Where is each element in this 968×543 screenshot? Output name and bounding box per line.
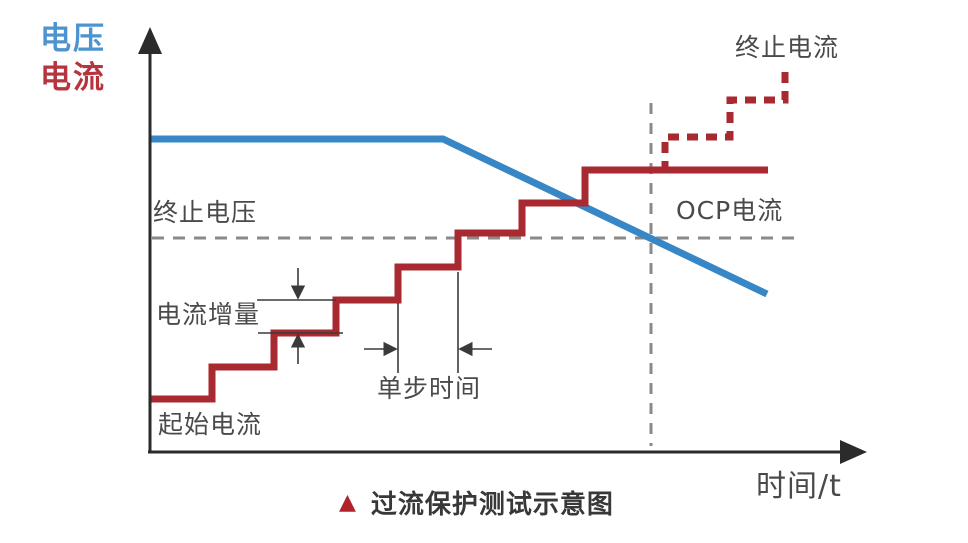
current-staircase-dashed: [661, 66, 789, 172]
end-current-label: 终止电流: [735, 33, 840, 62]
ocp-current-label: OCP电流: [676, 196, 784, 225]
start-current-label: 起始电流: [158, 410, 263, 439]
caption-text: 过流保护测试示意图: [370, 490, 614, 520]
voltage-legend-label: 电压: [40, 21, 106, 57]
caption-triangle-icon: ▲: [339, 489, 356, 515]
end-voltage-label: 终止电压: [153, 198, 258, 227]
current-legend-label: 电流: [40, 60, 106, 96]
step-time-label: 单步时间: [377, 374, 482, 403]
current-staircase: [150, 166, 768, 403]
x-axis-label: 时间/t: [756, 469, 842, 504]
step-time-dimension: [364, 272, 492, 373]
current-increment-dimension: [257, 268, 343, 364]
figure-caption: ▲ 过流保护测试示意图: [339, 484, 614, 521]
voltage-curve: [150, 135, 769, 298]
current-increment-label: 电流增量: [156, 300, 261, 329]
